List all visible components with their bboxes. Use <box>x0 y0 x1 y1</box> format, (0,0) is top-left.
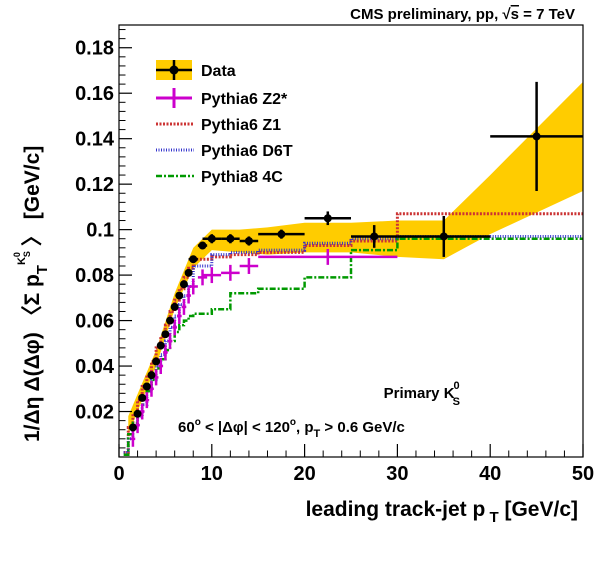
data-point <box>133 409 142 418</box>
x-tick-label: 30 <box>386 463 408 485</box>
plot-frame <box>118 24 584 458</box>
axis-ticks <box>118 29 584 457</box>
annotation-selection-cuts: 60o < |Δφ| < 120o, pT > 0.6 GeV/c <box>178 417 405 440</box>
y-tick-label: 0.04 <box>75 356 115 378</box>
data-point <box>277 230 286 239</box>
data-points <box>128 81 583 432</box>
series-line-d6t <box>123 234 583 454</box>
x-tick-label: 50 <box>572 463 594 485</box>
data-point <box>179 280 188 289</box>
y-tick-label: 0.02 <box>75 402 114 424</box>
data-point <box>147 371 156 380</box>
legend-item: Pythia6 D6T <box>156 143 293 160</box>
data-point <box>189 255 198 264</box>
legend-item: Pythia6 Z2* <box>156 88 288 108</box>
data-point <box>142 382 151 391</box>
y-tick-label: 0.12 <box>75 174 114 196</box>
legend-label: Pythia6 D6T <box>201 143 293 160</box>
legend: Data Pythia6 Z2* Pythia6 Z1 Pythia6 D6T Pyth… <box>156 60 293 186</box>
x-tick-label: 40 <box>479 463 501 485</box>
x-tick-label: 20 <box>293 463 315 485</box>
legend-label: Data <box>201 63 236 80</box>
data-point <box>170 302 179 311</box>
legend-item: Data <box>156 60 236 80</box>
data-point <box>184 268 193 277</box>
y-axis-title: 1/Δη Δ(Δφ) 〈Σ pTKS0〉 [GeV/c] <box>12 146 51 442</box>
legend-item: Pythia8 4C <box>156 169 283 186</box>
data-point <box>198 241 207 250</box>
legend-label: Pythia6 Z1 <box>201 117 281 134</box>
x-tick-label: 0 <box>113 463 124 485</box>
data-point <box>370 232 379 241</box>
data-point <box>175 291 184 300</box>
y-tick-label: 0.06 <box>75 311 114 333</box>
svg-text:1/Δη Δ(Δφ) 〈Σ pTKS0〉 [GeV/c]: 1/Δη Δ(Δφ) 〈Σ pTKS0〉 [GeV/c] <box>12 146 51 442</box>
x-tick-label: 10 <box>201 463 223 485</box>
y-tick-label: 0.1 <box>86 220 114 242</box>
data-point <box>166 316 175 325</box>
data-point <box>323 214 332 223</box>
chart-title: CMS preliminary, pp, √s = 7 TeV <box>350 6 575 23</box>
legend-label: Pythia6 Z2* <box>201 91 288 108</box>
data-point <box>128 423 137 432</box>
data-point <box>138 393 147 402</box>
y-tick-label: 0.08 <box>75 265 114 287</box>
annotation-primary-k0s: Primary K0 S <box>384 380 460 408</box>
data-point <box>532 132 541 141</box>
plot-area <box>123 81 583 456</box>
y-tick-label: 0.18 <box>75 38 114 60</box>
y-tick-label: 0.16 <box>75 83 114 105</box>
legend-label: Pythia8 4C <box>201 169 283 186</box>
pythia6-z2star-points <box>130 248 398 447</box>
data-point <box>156 341 165 350</box>
data-point <box>152 357 161 366</box>
x-tick-labels: 0 10 20 30 40 50 <box>113 463 594 485</box>
data-point <box>161 330 170 339</box>
legend-item: Pythia6 Z1 <box>156 117 281 134</box>
data-point <box>439 232 448 241</box>
y-tick-label: 0.14 <box>75 129 115 151</box>
data-point <box>244 237 253 245</box>
data-point <box>226 234 235 243</box>
y-tick-labels: 0.02 0.04 0.06 0.08 0.1 0.12 0.14 0.16 0.18 <box>75 38 115 424</box>
x-axis-title: leading track-jet p T [GeV/c] <box>306 498 578 526</box>
data-point <box>207 234 216 243</box>
legend-swatch-marker <box>169 65 179 75</box>
